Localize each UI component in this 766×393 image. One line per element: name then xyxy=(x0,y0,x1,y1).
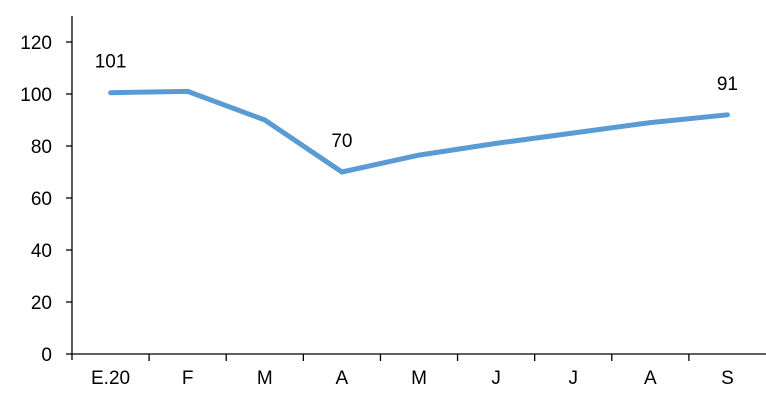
x-tick-label: A xyxy=(336,368,349,388)
axes xyxy=(72,16,766,360)
x-tick-label: S xyxy=(721,368,734,388)
data-label: 70 xyxy=(331,131,352,152)
y-tick-label: 60 xyxy=(31,189,52,210)
y-tick-label: 0 xyxy=(41,345,52,366)
y-tick-label: 40 xyxy=(31,241,52,262)
data-labels: 101 70 91 xyxy=(95,52,738,152)
x-tick-label: J xyxy=(568,368,578,388)
data-label: 101 xyxy=(95,52,127,73)
x-tick-label: A xyxy=(644,368,657,388)
x-tick-label: E.20 xyxy=(91,368,130,388)
x-tick-label: J xyxy=(491,368,501,388)
series-group xyxy=(110,91,727,172)
y-tick-label: 80 xyxy=(31,137,52,158)
x-axis-ticks: E.20 F M A M J J A S xyxy=(91,354,734,388)
x-tick-label: M xyxy=(257,368,273,388)
x-tick-label: F xyxy=(182,368,194,388)
y-axis-ticks: 0 20 40 60 80 100 120 xyxy=(20,33,72,366)
y-tick-label: 100 xyxy=(20,85,52,106)
data-label: 91 xyxy=(717,74,738,95)
x-tick-label: M xyxy=(411,368,427,388)
series-line xyxy=(111,91,728,172)
y-tick-label: 120 xyxy=(20,33,52,54)
y-tick-label: 20 xyxy=(31,293,52,314)
